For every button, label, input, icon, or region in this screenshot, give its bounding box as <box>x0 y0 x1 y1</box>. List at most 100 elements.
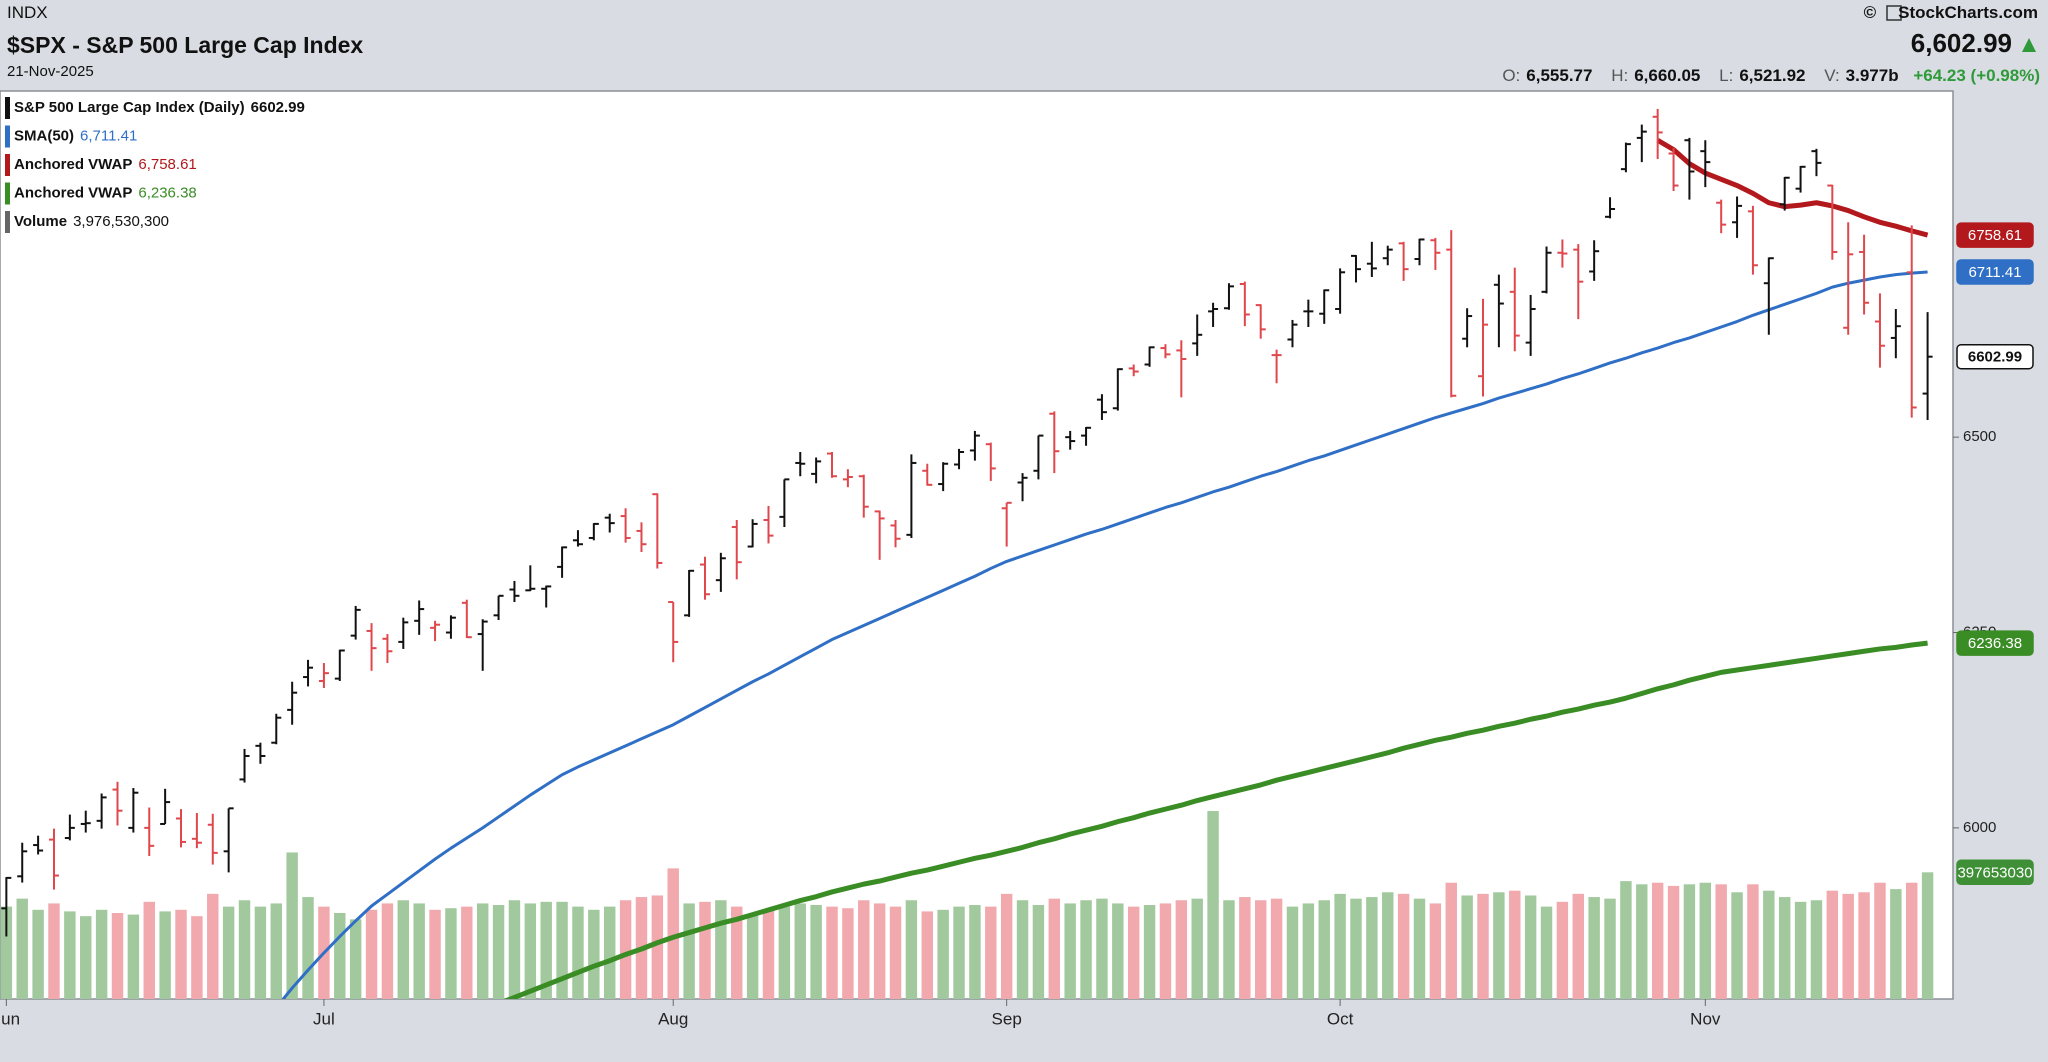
volume-layer <box>0 811 1934 999</box>
volume-bar <box>1366 897 1378 999</box>
volume-bar <box>1699 882 1712 999</box>
legend-swatch <box>5 97 10 119</box>
volume-bar <box>1191 898 1203 999</box>
legend-box <box>2 93 307 238</box>
ohlc-label: O: <box>1502 66 1521 85</box>
volume-bar <box>95 909 108 999</box>
x-tick-label: Jul <box>313 1009 335 1028</box>
volume-bar <box>1302 903 1315 999</box>
volume-bar <box>715 900 727 999</box>
x-tick-label: Aug <box>658 1009 688 1028</box>
volume-bar <box>1763 890 1775 999</box>
exchange: INDX <box>7 3 48 22</box>
volume-bar <box>1778 897 1791 999</box>
volume-bar <box>842 908 854 999</box>
volume-bar <box>1286 906 1299 999</box>
brand-block: © StockCharts.com <box>1864 3 2038 23</box>
volume-bar <box>1620 881 1632 999</box>
volume-bar <box>1826 890 1839 999</box>
ohlc-value: 6,660.05 <box>1634 66 1701 85</box>
volume-bar <box>1667 885 1680 999</box>
volume-bar <box>334 912 346 999</box>
volume-bar <box>746 914 759 999</box>
volume-bar <box>222 906 235 999</box>
volume-bar <box>985 906 997 999</box>
x-tick-label: Sep <box>992 1009 1022 1028</box>
volume-bar <box>1604 898 1616 999</box>
brand: StockCharts.com <box>1898 3 2038 22</box>
legend: S&P 500 Large Cap Index (Daily) 6602.99 SM… <box>2 93 307 238</box>
volume-bar <box>1890 889 1902 999</box>
volume-bar <box>1397 893 1410 999</box>
indicator-line <box>281 270 1928 999</box>
volume-bar <box>540 901 552 999</box>
x-tick-label: Nov <box>1690 1009 1721 1028</box>
volume-bar <box>1143 905 1156 999</box>
volume-bar <box>1255 900 1267 999</box>
volume-bar <box>48 903 60 999</box>
legend-entry: Volume 3,976,530,300 <box>14 213 169 230</box>
ohlc-label: L: <box>1719 66 1734 85</box>
overlay-layer <box>281 138 1929 999</box>
price-layer <box>1 108 1933 937</box>
volume-bar <box>1032 905 1045 999</box>
volume-bar <box>365 909 378 999</box>
volume-bar <box>1270 898 1283 999</box>
volume-bar <box>143 901 155 999</box>
value-badge-label: 397653030 <box>1957 864 2032 881</box>
volume-bar <box>1540 906 1553 999</box>
legend-name: SMA(50) <box>14 127 74 144</box>
legend-swatch <box>5 211 10 233</box>
volume-bar <box>191 916 203 999</box>
volume-bar <box>572 906 584 999</box>
volume-bar <box>794 903 806 999</box>
value-badge-label: 6236.38 <box>1968 635 2022 652</box>
volume-bar <box>1683 884 1696 999</box>
volume-bar <box>524 903 537 999</box>
volume-bar <box>207 893 219 999</box>
value-badge <box>1956 222 2034 248</box>
volume-bar <box>461 906 473 999</box>
volume-bar <box>1556 901 1569 999</box>
volume-bar <box>1842 893 1854 999</box>
volume-bar <box>1159 903 1172 999</box>
indicator-line <box>503 640 1928 999</box>
volume-bar <box>1350 898 1362 999</box>
last-price: 6,602.99 <box>1910 28 2012 58</box>
volume-bar <box>1509 890 1521 999</box>
volume-bar <box>1175 900 1188 999</box>
up-arrow <box>2022 38 2036 52</box>
volume-bar <box>111 912 124 999</box>
volume-bar <box>1874 882 1886 999</box>
legend-name: Anchored VWAP <box>14 184 132 201</box>
volume-bar <box>1588 897 1600 999</box>
volume-bar <box>1493 892 1505 999</box>
volume-bar <box>762 909 775 999</box>
legend-entry: Anchored VWAP 6,236.38 <box>14 184 197 201</box>
volume-bar <box>0 906 13 999</box>
axes: 600062506500JunJulAugSepOctNov <box>0 428 1996 1028</box>
volume-bar <box>1239 897 1251 999</box>
legend-value: 6,758.61 <box>138 156 196 173</box>
volume-bar <box>508 900 521 999</box>
volume-bar <box>127 914 140 999</box>
value-badge-label: 6758.61 <box>1968 227 2022 244</box>
legend-swatch <box>5 154 10 176</box>
volume-bar <box>1747 884 1759 999</box>
volume-bar <box>778 906 791 999</box>
legend-value: 6,236.38 <box>138 184 196 201</box>
ohlc-value: 6,555.77 <box>1526 66 1593 85</box>
volume-bar <box>1334 893 1346 999</box>
brand-icon <box>1886 5 1902 21</box>
volume-bar <box>810 905 822 999</box>
volume-bar <box>1318 900 1330 999</box>
legend-entry: SMA(50) 6,711.41 <box>14 127 137 144</box>
volume-bar <box>1223 900 1235 999</box>
volume-bar <box>349 919 362 999</box>
volume-bar <box>1906 882 1918 999</box>
value-badge <box>1956 859 2034 886</box>
volume-bar <box>1413 898 1426 999</box>
volume-bar <box>1731 892 1743 999</box>
volume-bar <box>1858 892 1870 999</box>
